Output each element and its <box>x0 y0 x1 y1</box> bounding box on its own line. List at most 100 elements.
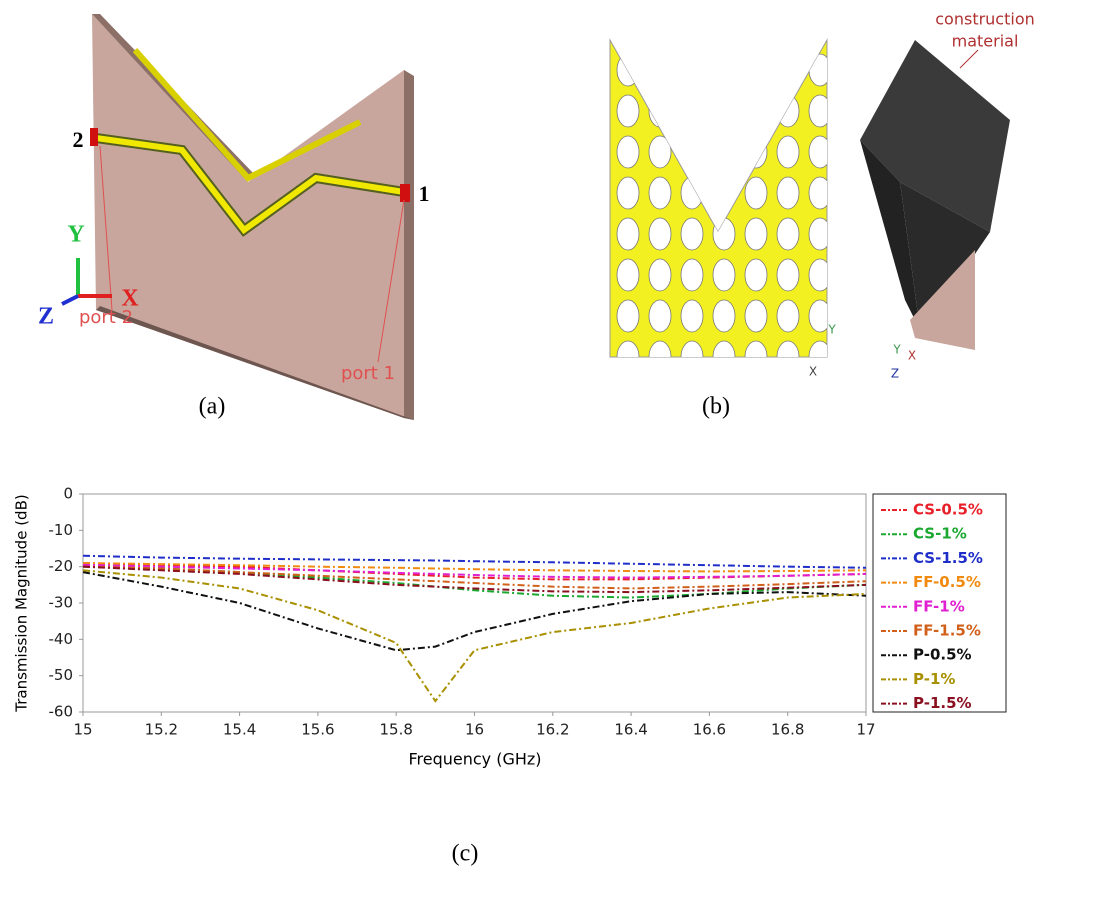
hole <box>809 136 831 168</box>
legend-label: FF-1.5% <box>913 622 981 640</box>
hole <box>745 259 767 291</box>
hole <box>777 177 799 209</box>
x-tick-label: 17 <box>856 721 875 739</box>
port-2 <box>90 128 98 146</box>
hole <box>745 341 767 373</box>
hole <box>649 177 671 209</box>
port-1 <box>400 184 410 202</box>
hole <box>713 136 735 168</box>
x-tick-label: 15.4 <box>223 721 256 739</box>
plate <box>92 14 404 418</box>
hole <box>713 300 735 332</box>
x-axis-label: Frequency (GHz) <box>408 750 541 769</box>
hole <box>681 341 703 373</box>
axis-label: X <box>121 286 139 312</box>
x-tick-label: 16.2 <box>536 721 569 739</box>
axis-label: Y <box>827 323 836 337</box>
hole <box>777 300 799 332</box>
hole <box>617 54 639 86</box>
plate-side <box>404 70 414 420</box>
axis-label: Z <box>38 304 54 330</box>
hole <box>681 177 703 209</box>
hole <box>649 136 671 168</box>
axis-z <box>62 296 78 304</box>
hole <box>617 95 639 127</box>
hole <box>745 95 767 127</box>
legend-label: P-0.5% <box>913 646 972 664</box>
hole <box>649 218 671 250</box>
hole <box>649 259 671 291</box>
hole <box>809 177 831 209</box>
hole <box>617 341 639 373</box>
hole <box>649 300 671 332</box>
x-tick-label: 16.6 <box>693 721 726 739</box>
hole <box>777 341 799 373</box>
hole <box>649 54 671 86</box>
axis-label: Y <box>67 222 84 248</box>
series-line <box>83 563 866 571</box>
x-tick-label: 16.4 <box>614 721 647 739</box>
y-tick-label: -50 <box>49 666 74 684</box>
y-tick-label: -40 <box>49 630 74 648</box>
hole <box>713 54 735 86</box>
hole <box>617 300 639 332</box>
x-tick-label: 15.6 <box>301 721 334 739</box>
legend-label: FF-1% <box>913 597 965 615</box>
hole <box>649 95 671 127</box>
legend-label: P-1.5% <box>913 694 972 712</box>
y-tick-label: -10 <box>49 521 74 539</box>
callout: material <box>952 32 1019 51</box>
y-axis-label: Transmission Magnitude (dB) <box>13 494 31 712</box>
port-number: 2 <box>73 127 84 152</box>
hole <box>745 218 767 250</box>
y-tick-label: -60 <box>49 703 74 721</box>
hole <box>745 300 767 332</box>
axis-label: X <box>908 349 916 363</box>
hole <box>809 259 831 291</box>
hole <box>681 136 703 168</box>
caption: (a) <box>199 394 226 420</box>
hole <box>681 300 703 332</box>
caption: (b) <box>702 394 730 420</box>
axis-label: Z <box>891 367 899 381</box>
hole <box>617 259 639 291</box>
x-tick-label: 15.2 <box>145 721 178 739</box>
diagram-b: construction material Y X Y Z X (b) <box>610 10 1035 420</box>
legend-label: P-1% <box>913 670 955 688</box>
axis-label: X <box>809 365 817 379</box>
hole <box>681 259 703 291</box>
x-tick-label: 15.8 <box>379 721 412 739</box>
caption: (c) <box>452 841 479 867</box>
hole <box>713 218 735 250</box>
hole <box>649 341 671 373</box>
legend-label: CS-0.5% <box>913 501 983 519</box>
hole <box>777 218 799 250</box>
hole <box>745 136 767 168</box>
hole <box>617 136 639 168</box>
port-number: 1 <box>419 181 430 206</box>
hole <box>681 95 703 127</box>
hole <box>681 218 703 250</box>
hole <box>713 177 735 209</box>
hole <box>713 341 735 373</box>
axis-label: Y <box>892 343 901 357</box>
x-tick-label: 15 <box>73 721 92 739</box>
callout: construction <box>935 10 1035 29</box>
legend-label: CS-1.5% <box>913 549 983 567</box>
diagram-a: 2 1 port 2 port 1 Y Z X (a) <box>38 14 430 420</box>
figure: 2 1 port 2 port 1 Y Z X (a) construction… <box>0 0 1104 899</box>
y-tick-label: -20 <box>49 557 74 575</box>
y-tick-label: 0 <box>63 485 73 503</box>
y-tick-label: -30 <box>49 594 74 612</box>
hole <box>617 177 639 209</box>
hole <box>777 136 799 168</box>
hole <box>745 54 767 86</box>
hole <box>617 218 639 250</box>
port-name: port 1 <box>341 363 395 384</box>
hole <box>809 218 831 250</box>
callout-leader <box>960 50 978 68</box>
hole <box>681 54 703 86</box>
hole <box>777 259 799 291</box>
series-line <box>83 556 866 568</box>
hole <box>809 54 831 86</box>
